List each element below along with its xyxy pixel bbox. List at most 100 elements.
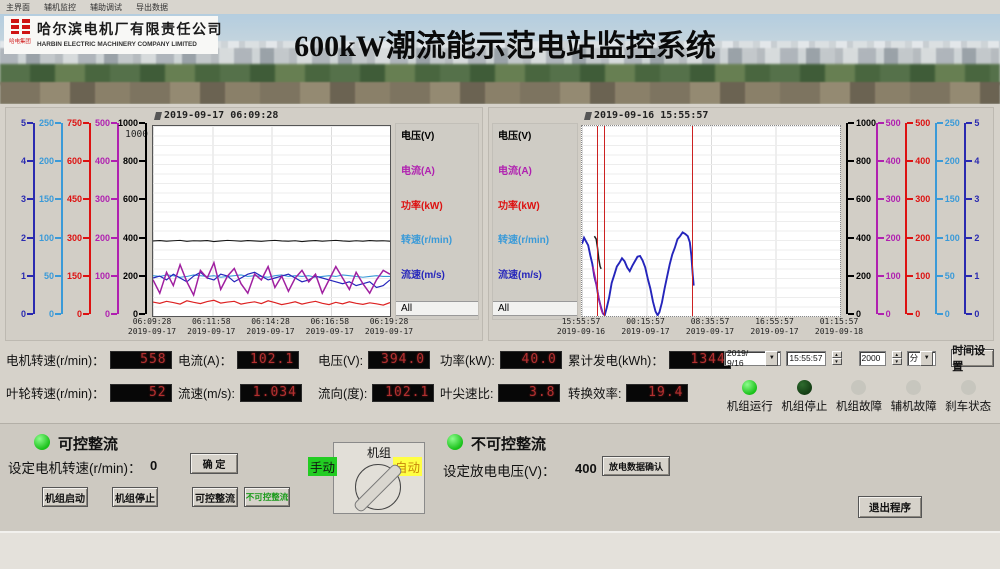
axis-tick-label: 100: [944, 232, 960, 243]
menu-item[interactable]: 辅助调试: [90, 2, 122, 12]
unit-select[interactable]: 分 ▼: [906, 350, 937, 366]
readout-display: 394.0: [368, 350, 431, 369]
axis-tick: [139, 198, 145, 201]
readout-display: 102.1: [372, 383, 435, 402]
unit-button[interactable]: 机组停止: [112, 487, 158, 507]
manual-mode-chip[interactable]: 手动: [308, 457, 338, 476]
legend-item[interactable]: 流速(m/s): [401, 270, 445, 282]
legend-item[interactable]: All: [493, 300, 577, 316]
axis-tick: [111, 160, 117, 163]
legend-item[interactable]: 电流(A): [498, 165, 532, 177]
spin-up-icon[interactable]: ▲: [891, 351, 902, 358]
time-field[interactable]: 15:55:57: [786, 350, 826, 366]
unit-button[interactable]: 不可控整流: [244, 487, 290, 507]
confirm-button[interactable]: 确 定: [190, 453, 238, 474]
cursor-handle-icon[interactable]: [584, 111, 592, 120]
legend-item[interactable]: 转速(r/min): [401, 235, 453, 247]
axis-line: [846, 123, 848, 314]
spin-down-icon[interactable]: ▼: [891, 358, 902, 365]
axis-tick: [111, 198, 117, 201]
menu-item[interactable]: 导出数据: [136, 2, 168, 12]
axis-tick-label: 100: [38, 232, 54, 243]
readout: 电流(A)： 102.1: [178, 350, 318, 369]
x-axis-tick-label: 16:55:57 2019-09-17: [750, 317, 799, 336]
axis-tick: [139, 313, 145, 315]
spin-up-icon[interactable]: ▲: [831, 351, 842, 358]
axis-line: [117, 123, 119, 314]
time-spinner[interactable]: ▲ ▼: [831, 351, 842, 365]
company-logo-icon: [10, 19, 30, 34]
y-axis-scale: 5 4 3 2 1 0: [10, 118, 38, 319]
cursor-handle-icon[interactable]: [154, 111, 162, 120]
axis-tick: [27, 122, 33, 124]
axis-tick-label: 0: [104, 309, 110, 319]
spin-down-icon[interactable]: ▼: [831, 358, 842, 365]
y-axis-scale: 500 400 300 200 100 0: [902, 118, 932, 319]
axis-tick: [907, 274, 914, 277]
y-axis-scales: 5 4 3 2 1 0 250 200 150 100 50 0 750 600 450 300 150 0 500…: [10, 118, 150, 319]
axis-tick: [83, 122, 89, 124]
axis-tick: [848, 274, 854, 277]
axis-tick-label: 800: [122, 156, 138, 167]
control-panel: 可控整流 设定电机转速(r/min)： 0 确 定 机组启动 机组停止 可控整流 不可…: [0, 423, 1000, 531]
legend-item[interactable]: 流速(m/s): [498, 270, 542, 282]
plot-area[interactable]: [581, 125, 841, 317]
status-led-label: 刹车状态: [945, 401, 992, 413]
panorama-buildings: [0, 48, 1000, 67]
axis-line: [145, 123, 147, 314]
axis-tick-label: 5: [974, 118, 980, 128]
axis-tick: [936, 122, 943, 124]
axis-tick: [877, 198, 884, 201]
x-axis-tick-label: 08:35:57 2019-09-17: [685, 317, 735, 336]
chart-series-svg: [153, 126, 390, 316]
chart-cursor-line[interactable]: [603, 126, 605, 316]
knob-handle[interactable]: [352, 462, 404, 514]
date-picker[interactable]: 2019/ 9/16 ▼: [724, 348, 782, 368]
axis-tick: [27, 274, 33, 277]
plot-area[interactable]: [152, 125, 391, 317]
unit-mode-knob[interactable]: [352, 462, 404, 514]
interval-field[interactable]: 2000: [858, 350, 886, 366]
legend-item[interactable]: 功率(kW): [401, 200, 443, 212]
axis-tick: [848, 236, 854, 239]
axis-tick: [877, 313, 884, 315]
axis-tick-label: 200: [94, 232, 110, 243]
chart-cursor-line[interactable]: [596, 126, 598, 316]
trend-chart-right: 2019-09-16 15:55:57100010008006004002000…: [488, 107, 994, 341]
legend-item[interactable]: 转速(r/min): [498, 235, 550, 247]
discharge-confirm-button[interactable]: 放电数据确认: [602, 456, 670, 476]
readout-label: 转换效率:: [568, 387, 622, 401]
legend-item[interactable]: All: [396, 300, 478, 316]
set-motor-speed-value[interactable]: 0: [150, 458, 158, 473]
legend-item[interactable]: 电压(V): [401, 131, 435, 142]
y-axis-scale: 250 200 150 100 50 0: [38, 118, 66, 319]
chevron-down-icon[interactable]: ▼: [765, 350, 779, 366]
unit-button[interactable]: 机组启动: [42, 487, 88, 507]
set-discharge-voltage-value[interactable]: 400: [575, 461, 597, 476]
chevron-down-icon[interactable]: ▼: [920, 350, 934, 366]
chart-cursor-line[interactable]: [692, 126, 694, 316]
axis-tick-label: 4: [20, 156, 26, 167]
panorama-trees: [0, 63, 1000, 86]
unit-button[interactable]: 可控整流: [192, 487, 238, 507]
axis-tick: [83, 313, 89, 315]
interval-spinner[interactable]: ▲ ▼: [891, 351, 902, 365]
chart-timestamp: 2019-09-16 15:55:57: [584, 110, 709, 121]
axis-tick-label: 4: [974, 156, 980, 167]
menu-item[interactable]: 主界面: [6, 2, 30, 12]
axis-tick: [139, 122, 145, 124]
series-电流(A): [153, 263, 390, 295]
legend-item[interactable]: 电压(V): [498, 131, 532, 142]
legend-item[interactable]: 功率(kW): [498, 200, 540, 212]
time-set-button[interactable]: 时间设置: [951, 345, 995, 373]
axis-tick: [55, 198, 61, 201]
y-axis-scale: 750 600 450 300 150 0: [66, 118, 94, 319]
axis-tick-label: 0: [132, 309, 138, 319]
x-axis-tick-label: 01:15:57 2019-09-18: [814, 317, 864, 336]
status-led-label: 辅机故障: [890, 401, 937, 413]
menu-item[interactable]: 辅机监控: [44, 2, 76, 12]
exit-program-button[interactable]: 退出程序: [858, 496, 922, 518]
x-axis-tick-label: 06:16:58 2019-09-17: [305, 317, 354, 336]
chart-timestamp-text: 2019-09-16 15:55:57: [594, 110, 709, 121]
legend-item[interactable]: 电流(A): [401, 165, 435, 177]
